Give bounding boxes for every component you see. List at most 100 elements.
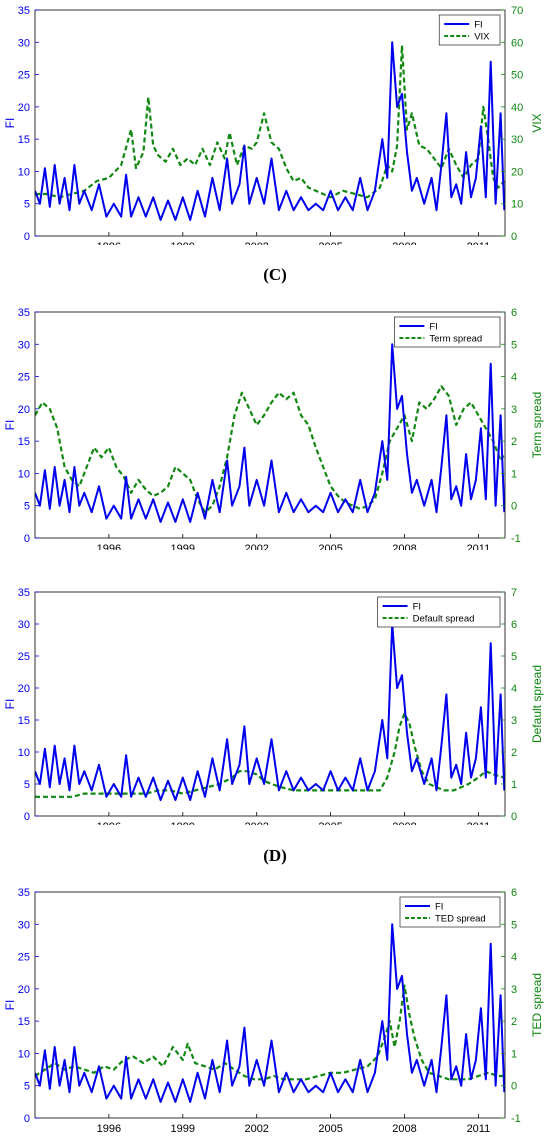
- y-left-tick-label: 5: [24, 779, 30, 791]
- legend-entry-label: FI: [413, 602, 421, 613]
- x-tick-label: 2011: [467, 821, 491, 825]
- y-left-tick-label: 30: [18, 339, 30, 351]
- legend-entry-label: VIX: [474, 32, 490, 43]
- y-right-tick-label: 20: [511, 166, 523, 178]
- y-left-tick-label: 35: [18, 5, 30, 17]
- y-left-axis-label: FI: [3, 1000, 17, 1011]
- y-right-tick-label: 3: [511, 984, 517, 996]
- y-left-tick-label: 10: [18, 747, 30, 759]
- legend-box: [394, 316, 501, 348]
- y-right-tick-label: 6: [511, 307, 517, 319]
- chart-fi-term-spread: 0 5 10 15 20 25 30 35 -1 0 1 2 3 4 5 6 1996 1999 2002 2005 2…: [3, 307, 544, 550]
- y-left-tick-label: 15: [18, 1016, 30, 1028]
- y-left-tick-label: 30: [18, 919, 30, 931]
- plot-frame: [34, 311, 506, 539]
- panel-label-c: (C): [263, 265, 287, 284]
- y-left-tick-label: 15: [18, 134, 30, 146]
- legend-box: [438, 14, 501, 46]
- y-right-tick-label: -1: [511, 533, 521, 545]
- y-left-tick-label: 20: [18, 683, 30, 695]
- y-left-tick-label: 10: [18, 1048, 30, 1060]
- legend-entry-label: Term spread: [429, 334, 482, 345]
- x-tick-label: 1999: [171, 241, 195, 245]
- y-right-tick-label: 70: [511, 5, 523, 17]
- y-left-tick-label: 15: [18, 436, 30, 448]
- x-tick-label: 2005: [318, 241, 342, 245]
- plot-frame: [34, 9, 506, 237]
- x-tick-label: 2011: [467, 1123, 491, 1135]
- y-right-tick-label: 0: [511, 1081, 517, 1093]
- y-right-tick-label: 10: [511, 199, 523, 211]
- y-left-tick-label: 25: [18, 372, 30, 384]
- y-right-tick-label: 1: [511, 779, 517, 791]
- y-left-tick-label: 25: [18, 651, 30, 663]
- x-tick-label: 1996: [97, 241, 121, 245]
- x-tick-label: 1996: [97, 821, 121, 825]
- y-right-tick-label: -1: [511, 1113, 521, 1125]
- y-right-tick-label: 30: [511, 134, 523, 146]
- legend-box: [377, 596, 501, 628]
- y-right-tick-label: 1: [511, 1048, 517, 1060]
- plot-frame: [34, 591, 506, 817]
- y-right-tick-label: 5: [511, 919, 517, 931]
- y-left-tick-label: 0: [24, 533, 30, 545]
- y-right-tick-label: 3: [511, 404, 517, 416]
- x-tick-label: 1999: [171, 1123, 195, 1135]
- x-tick-label: 1999: [171, 543, 195, 550]
- y-right-axis-label: Default spread: [530, 665, 544, 743]
- legend-box: [399, 896, 501, 928]
- series-group: [35, 41, 505, 221]
- y-left-tick-label: 0: [24, 1113, 30, 1125]
- y-right-tick-label: 5: [511, 651, 517, 663]
- x-tick-label: 2008: [392, 1123, 416, 1135]
- x-tick-label: 1999: [171, 821, 195, 825]
- y-right-tick-label: 6: [511, 887, 517, 899]
- legend-entry-label: FI: [429, 322, 437, 333]
- series-group: [35, 343, 505, 523]
- y-left-tick-label: 5: [24, 501, 30, 513]
- y-right-tick-label: 60: [511, 37, 523, 49]
- x-tick-label: 2002: [244, 1123, 268, 1135]
- x-tick-label: 2008: [392, 241, 416, 245]
- plot-frame: [34, 891, 506, 1119]
- y-right-axis-label: VIX: [530, 113, 544, 132]
- x-tick-label: 2008: [392, 821, 416, 825]
- y-right-tick-label: 4: [511, 372, 517, 384]
- y-left-tick-label: 20: [18, 102, 30, 114]
- y-left-tick-label: 20: [18, 984, 30, 996]
- y-left-tick-label: 0: [24, 811, 30, 823]
- series-line-ted-spread: [35, 984, 505, 1081]
- series-line-vix: [35, 44, 505, 199]
- x-tick-label: 1996: [97, 1123, 121, 1135]
- x-tick-label: 2002: [244, 241, 268, 245]
- legend-entry-label: FI: [474, 20, 482, 31]
- y-left-tick-label: 25: [18, 70, 30, 82]
- y-left-axis-label: FI: [3, 118, 17, 129]
- chart-fi-vix: 0 5 10 15 20 25 30 35 0 10 20 30 40 50 60 70 1996 1999 200…: [3, 5, 544, 245]
- series-line-fi: [35, 923, 505, 1103]
- x-tick-label: 2002: [244, 821, 268, 825]
- series-group: [35, 623, 505, 801]
- series-line-fi: [35, 343, 505, 523]
- y-right-tick-label: 3: [511, 715, 517, 727]
- series-line-term-spread: [35, 385, 505, 514]
- y-right-tick-label: 4: [511, 952, 517, 964]
- y-left-tick-label: 5: [24, 1081, 30, 1093]
- y-left-tick-label: 20: [18, 404, 30, 416]
- chart-fi-ted-spread: 0 5 10 15 20 25 30 35 -1 0 1 2 3 4 5 6 1996 1999 2002 2005 2…: [3, 887, 544, 1135]
- y-left-tick-label: 10: [18, 166, 30, 178]
- y-right-tick-label: 5: [511, 339, 517, 351]
- y-left-axis-label: FI: [3, 699, 17, 710]
- y-right-tick-label: 2: [511, 1016, 517, 1028]
- y-right-tick-label: 7: [511, 587, 517, 599]
- y-right-tick-label: 0: [511, 501, 517, 513]
- x-tick-label: 1996: [97, 543, 121, 550]
- series-line-fi: [35, 41, 505, 221]
- y-right-tick-label: 50: [511, 70, 523, 82]
- y-left-axis-label: FI: [3, 420, 17, 431]
- x-tick-label: 2002: [244, 543, 268, 550]
- x-tick-label: 2005: [318, 543, 342, 550]
